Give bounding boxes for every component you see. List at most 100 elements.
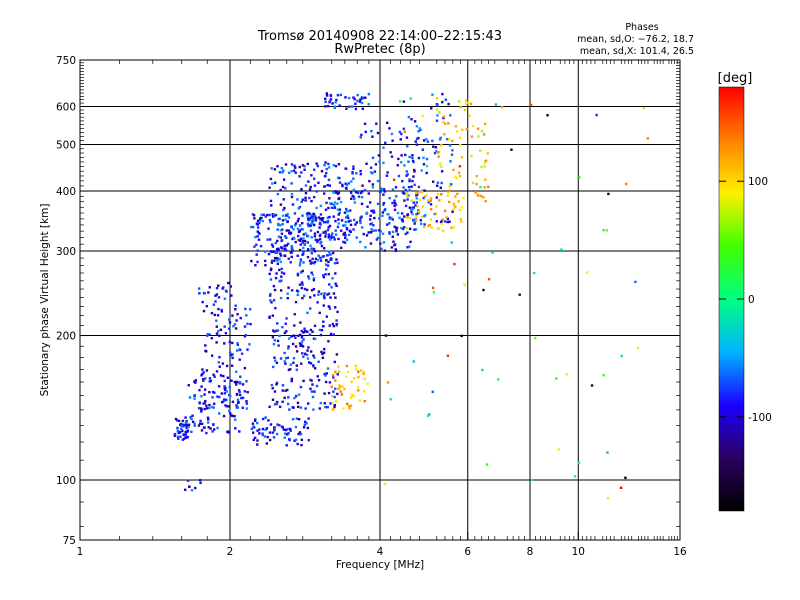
- data-point: [438, 162, 442, 165]
- data-point: [388, 222, 391, 225]
- data-point: [435, 205, 438, 208]
- data-point: [370, 129, 373, 133]
- data-point: [296, 401, 300, 405]
- data-point: [283, 360, 287, 363]
- data-point: [454, 205, 457, 209]
- data-point: [271, 215, 275, 218]
- data-point: [217, 361, 221, 364]
- data-point: [411, 153, 414, 157]
- data-point: [334, 400, 338, 403]
- data-point: [297, 207, 301, 210]
- data-point: [391, 188, 395, 191]
- data-point: [287, 396, 290, 399]
- data-point: [263, 259, 267, 263]
- data-point: [295, 394, 298, 398]
- data-point: [216, 330, 220, 333]
- data-point: [176, 429, 180, 433]
- data-point: [336, 261, 339, 265]
- data-point: [354, 190, 358, 194]
- data-point: [487, 185, 490, 189]
- data-point: [276, 423, 279, 426]
- data-point: [397, 174, 401, 178]
- data-point: [393, 204, 396, 208]
- data-point: [303, 239, 307, 243]
- data-point: [281, 325, 284, 329]
- data-point: [208, 333, 211, 336]
- data-point: [405, 136, 409, 139]
- data-point: [323, 296, 326, 300]
- data-point: [285, 214, 288, 217]
- data-point: [382, 241, 386, 244]
- data-point: [314, 219, 318, 222]
- data-point: [339, 390, 342, 393]
- data-point: [311, 257, 314, 261]
- data-point: [465, 102, 468, 106]
- data-point: [371, 135, 374, 138]
- data-point: [458, 136, 462, 139]
- data-point: [276, 165, 279, 168]
- data-point: [310, 261, 314, 264]
- data-point: [216, 314, 220, 317]
- data-point: [360, 202, 364, 206]
- data-point: [294, 222, 298, 225]
- data-point: [347, 233, 351, 237]
- data-point: [234, 427, 237, 430]
- data-point: [290, 246, 294, 249]
- data-point: [437, 227, 441, 231]
- data-point: [280, 166, 284, 170]
- data-point: [374, 229, 378, 232]
- data-point: [253, 426, 256, 429]
- data-point: [370, 230, 373, 234]
- data-point: [298, 175, 301, 178]
- data-point: [432, 291, 436, 294]
- data-point: [303, 327, 306, 330]
- data-point: [402, 226, 406, 229]
- data-point: [391, 230, 395, 234]
- data-point: [235, 319, 238, 322]
- data-point: [435, 196, 439, 199]
- data-point: [394, 248, 397, 251]
- data-point: [277, 223, 280, 227]
- data-point: [304, 191, 308, 195]
- data-point: [305, 422, 308, 425]
- data-point: [236, 406, 240, 409]
- data-point: [337, 387, 340, 391]
- data-point: [333, 106, 336, 110]
- data-point: [201, 300, 204, 304]
- data-point: [453, 262, 456, 266]
- data-point: [357, 375, 360, 379]
- data-point: [212, 402, 216, 406]
- data-point: [298, 333, 302, 337]
- data-point: [304, 329, 307, 333]
- data-point: [426, 414, 430, 418]
- data-point: [300, 281, 304, 284]
- data-point: [272, 329, 275, 332]
- data-point: [173, 434, 177, 437]
- data-point: [302, 237, 305, 240]
- data-point: [333, 204, 336, 207]
- data-point: [417, 212, 420, 215]
- data-point: [352, 188, 356, 191]
- data-point: [415, 212, 418, 216]
- data-point: [214, 294, 217, 297]
- data-point: [306, 311, 309, 315]
- data-point: [256, 226, 260, 229]
- data-point: [300, 200, 303, 203]
- data-point: [431, 180, 435, 183]
- data-point: [331, 102, 334, 105]
- data-point: [294, 240, 297, 244]
- data-point: [442, 115, 446, 119]
- data-point: [190, 417, 193, 421]
- data-point: [279, 357, 283, 360]
- data-point: [413, 120, 417, 123]
- data-point: [311, 217, 315, 220]
- data-point: [194, 486, 197, 490]
- data-point: [479, 149, 482, 152]
- data-point: [296, 405, 300, 409]
- data-point: [348, 407, 351, 410]
- data-point: [282, 178, 286, 181]
- data-point: [401, 191, 405, 195]
- data-point: [412, 206, 415, 209]
- data-point: [368, 179, 371, 183]
- data-point: [216, 426, 219, 430]
